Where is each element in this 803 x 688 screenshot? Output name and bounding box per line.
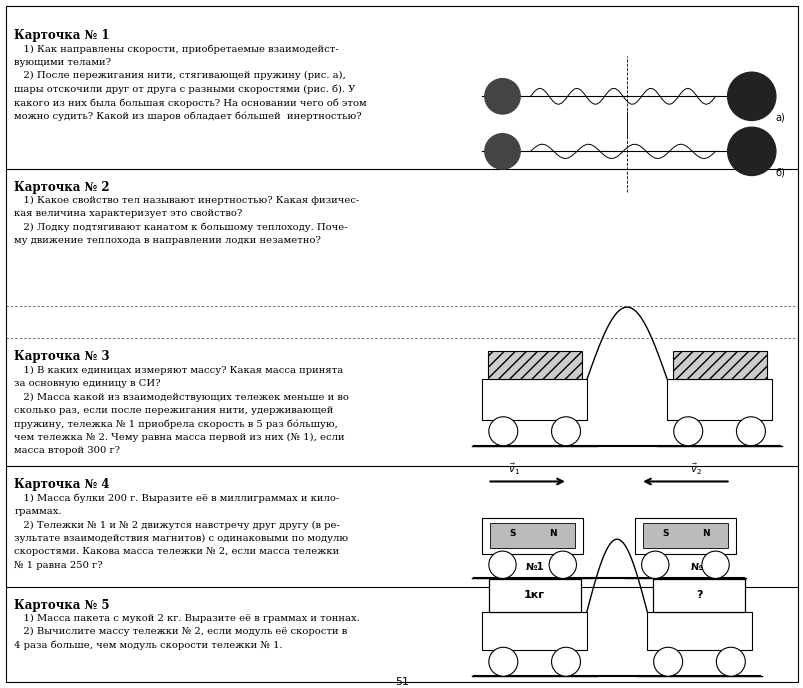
Text: можно судить? Какой из шаров обладает бо́льшей  инертностью?: можно судить? Какой из шаров обладает бо…	[14, 111, 361, 121]
Text: пружину, тележка № 1 приобрела скорость в 5 раз бо́льшую,: пружину, тележка № 1 приобрела скорость …	[14, 420, 338, 429]
Bar	[490, 523, 574, 548]
Bar	[482, 612, 586, 650]
Text: N: N	[548, 530, 556, 539]
Text: кая величина характеризует это свойство?: кая величина характеризует это свойство?	[14, 209, 243, 218]
Text: №1: №1	[525, 367, 543, 376]
Text: №2: №2	[710, 367, 728, 376]
Circle shape	[653, 647, 682, 676]
Circle shape	[488, 417, 517, 446]
Text: $\vec{v}_2$: $\vec{v}_2$	[690, 462, 702, 477]
Text: масса второй 300 г?: масса второй 300 г?	[14, 447, 120, 455]
Text: шары отскочили друг от друга с разными скоростями (рис. б). У: шары отскочили друг от друга с разными с…	[14, 85, 356, 94]
Circle shape	[727, 72, 775, 120]
Circle shape	[488, 647, 517, 676]
Text: 1кг: 1кг	[524, 590, 544, 601]
Text: 2) Лодку подтягивают канатом к большому теплоходу. Поче-: 2) Лодку подтягивают канатом к большому …	[14, 222, 348, 232]
Text: вующими телами?: вующими телами?	[14, 58, 112, 67]
Text: му движение теплохода в направлении лодки незаметно?: му движение теплохода в направлении лодк…	[14, 236, 321, 245]
Circle shape	[548, 551, 576, 579]
Text: чем тележка № 2. Чему равна масса первой из них (№ 1), если: чем тележка № 2. Чему равна масса первой…	[14, 433, 344, 442]
Text: ?: ?	[695, 590, 702, 601]
Text: 51: 51	[394, 676, 409, 687]
Text: S: S	[661, 530, 668, 539]
Text: 1) Какое свойство тел называют инертностью? Какая физичес-: 1) Какое свойство тел называют инертност…	[14, 195, 360, 205]
Bar	[672, 352, 766, 380]
Text: а): а)	[775, 112, 785, 122]
Text: 2) Тележки № 1 и № 2 движутся навстречу друг другу (в ре-: 2) Тележки № 1 и № 2 движутся навстречу …	[14, 520, 340, 530]
Text: 2) Вычислите массу тележки № 2, если модуль её скорости в: 2) Вычислите массу тележки № 2, если мод…	[14, 627, 347, 636]
Circle shape	[701, 551, 728, 579]
Bar	[482, 380, 586, 420]
Bar	[634, 517, 735, 554]
Circle shape	[488, 551, 516, 579]
Text: какого из них была большая скорость? На основании чего об этом: какого из них была большая скорость? На …	[14, 98, 367, 108]
Bar	[488, 579, 580, 612]
Text: за основную единицу в СИ?: за основную единицу в СИ?	[14, 379, 161, 388]
Circle shape	[484, 78, 520, 114]
Bar	[642, 523, 727, 548]
Text: №2: №2	[676, 590, 693, 601]
Text: N: N	[701, 530, 708, 539]
Text: 2) После пережигания нити, стягивающей пружину (рис. а),: 2) После пережигания нити, стягивающей п…	[14, 71, 346, 80]
Text: зультате взаимодействия магнитов) с одинаковыми по модулю: зультате взаимодействия магнитов) с один…	[14, 534, 349, 543]
Bar	[646, 612, 751, 650]
Text: Карточка № 1: Карточка № 1	[14, 29, 110, 42]
Circle shape	[641, 551, 668, 579]
Text: Карточка № 3: Карточка № 3	[14, 350, 110, 363]
Circle shape	[551, 647, 580, 676]
Text: сколько раз, если после пережигания нити, удерживающей: сколько раз, если после пережигания нити…	[14, 406, 333, 415]
Bar	[487, 352, 581, 380]
Text: S: S	[508, 530, 516, 539]
Circle shape	[551, 417, 580, 446]
Text: 1) Как направлены скорости, приобретаемые взаимодейст-: 1) Как направлены скорости, приобретаемы…	[14, 44, 339, 54]
Text: 1) Масса булки 200 г. Выразите её в миллиграммах и кило-: 1) Масса булки 200 г. Выразите её в милл…	[14, 493, 340, 503]
Circle shape	[715, 647, 744, 676]
Bar	[666, 380, 771, 420]
Text: 2) Масса какой из взаимодействующих тележек меньше и во: 2) Масса какой из взаимодействующих теле…	[14, 392, 349, 402]
Text: Карточка № 4: Карточка № 4	[14, 478, 110, 491]
Text: Карточка № 5: Карточка № 5	[14, 599, 110, 612]
Bar	[482, 517, 582, 554]
Circle shape	[727, 127, 775, 175]
Text: 4 раза больше, чем модуль скорости тележки № 1.: 4 раза больше, чем модуль скорости тележ…	[14, 641, 283, 650]
Text: 1) Масса пакета с мукой 2 кг. Выразите её в граммах и тоннах.: 1) Масса пакета с мукой 2 кг. Выразите е…	[14, 614, 360, 623]
Text: б): б)	[775, 167, 785, 178]
Text: скоростями. Какова масса тележки № 2, если масса тележки: скоростями. Какова масса тележки № 2, ес…	[14, 548, 340, 557]
Text: №1: №1	[524, 590, 540, 601]
Text: №1: №1	[524, 562, 544, 572]
Text: №2: №2	[689, 562, 708, 572]
Text: граммах.: граммах.	[14, 507, 62, 516]
Text: № 1 равна 250 г?: № 1 равна 250 г?	[14, 561, 103, 570]
Text: Карточка № 2: Карточка № 2	[14, 180, 110, 193]
Circle shape	[673, 417, 702, 446]
Bar	[653, 579, 744, 612]
Circle shape	[736, 417, 764, 446]
Text: $\vec{v}_1$: $\vec{v}_1$	[507, 462, 519, 477]
Circle shape	[484, 133, 520, 169]
Text: 1) В каких единицах измеряют массу? Какая масса принята: 1) В каких единицах измеряют массу? Кака…	[14, 365, 344, 375]
